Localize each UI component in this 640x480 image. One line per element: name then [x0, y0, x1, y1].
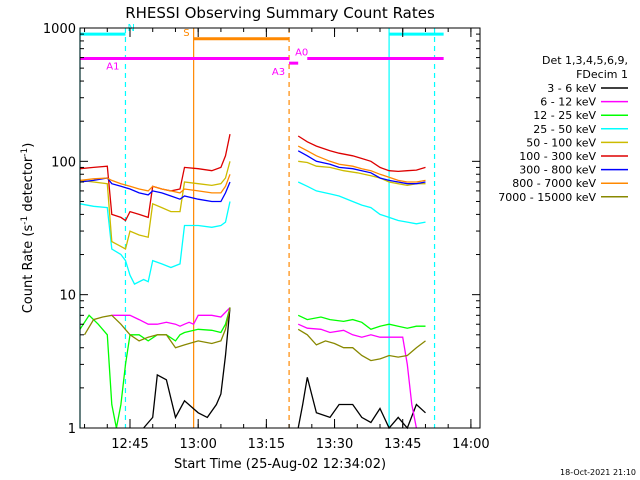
x-tick-label-3: 13:30: [316, 437, 353, 452]
flag-label-A3: A3: [272, 67, 285, 78]
series-line-3-seg-0: [79, 201, 231, 285]
series-line-3-seg-1: [297, 181, 426, 225]
legend-label-2: 12 - 25 keV: [533, 109, 596, 122]
series-line-0-seg-0: [143, 307, 231, 429]
flag-label-N: N: [127, 23, 134, 34]
x-tick-label-5: 14:00: [452, 437, 489, 452]
y-axis-ticks: 1 10 100 1000: [43, 22, 480, 437]
flag-label-A0: A0: [295, 48, 308, 59]
x-tick-label-1: 13:00: [179, 437, 216, 452]
x-axis-ticks: 12:45 13:00 13:15 13:30 13:45 14:00: [84, 28, 490, 452]
legend-label-7: 800 - 7000 keV: [512, 177, 596, 190]
legend-label-3: 25 - 50 keV: [533, 123, 596, 136]
y-axis-label-sup1: -1: [20, 216, 30, 225]
y-axis-label-main: Count Rate (s: [21, 225, 36, 314]
y-tick-label-1: 10: [59, 289, 76, 304]
y-tick-label-0: 1: [68, 422, 76, 437]
series-line-0-seg-1: [297, 377, 426, 430]
plot-frame: [79, 27, 481, 429]
legend-label-1: 6 - 12 keV: [540, 96, 596, 109]
y-tick-label-3: 1000: [43, 22, 76, 37]
y-axis-label-sup2: -1: [20, 148, 30, 157]
series-line-8-seg-0: [83, 307, 231, 349]
series-line-8-seg-1: [297, 328, 426, 362]
legend-header-line2: FDecim 1: [576, 68, 628, 81]
series-lines: [79, 133, 426, 430]
x-tick-label-2: 13:15: [248, 437, 285, 452]
legend-label-5: 100 - 300 keV: [519, 150, 596, 163]
series-line-2-seg-1: [297, 314, 426, 331]
y-axis-label: Count Rate (s-1 detector-1): [20, 143, 36, 314]
x-tick-label-4: 13:45: [384, 437, 421, 452]
chart-title: RHESSI Observing Summary Count Rates: [125, 4, 435, 22]
series-line-2-seg-0: [79, 307, 231, 429]
series-line-5-seg-1: [297, 135, 426, 173]
y-axis-label-mid: detector: [21, 156, 36, 216]
y-axis-label-end: ): [21, 143, 36, 148]
series-line-7-seg-1: [297, 145, 426, 183]
series-line-6-seg-0: [79, 177, 231, 203]
series-line-7-seg-0: [79, 174, 231, 194]
flag-label-A1: A1: [106, 62, 119, 73]
series-line-4-seg-1: [298, 160, 426, 187]
flag-label-S: S: [183, 28, 189, 39]
generation-timestamp: 18-Oct-2021 21:10: [560, 468, 636, 477]
legend-label-8: 7000 - 15000 keV: [498, 191, 596, 204]
legend-label-6: 300 - 800 keV: [519, 164, 596, 177]
series-line-6-seg-1: [297, 150, 426, 185]
legend-label-4: 50 - 100 keV: [526, 136, 596, 149]
y-tick-label-2: 100: [51, 155, 76, 170]
observing-flags: N S A0 A1 A3: [80, 23, 444, 78]
series-line-1-seg-1: [297, 323, 418, 429]
legend-label-0: 3 - 6 keV: [547, 82, 596, 95]
legend-header-line1: Det 1,3,4,5,6,9,: [542, 54, 628, 67]
series-line-4-seg-0: [79, 161, 231, 250]
x-axis-label: Start Time (25-Aug-02 12:34:02): [174, 457, 386, 472]
x-tick-label-0: 12:45: [111, 437, 148, 452]
series-line-1-seg-0: [111, 307, 231, 327]
